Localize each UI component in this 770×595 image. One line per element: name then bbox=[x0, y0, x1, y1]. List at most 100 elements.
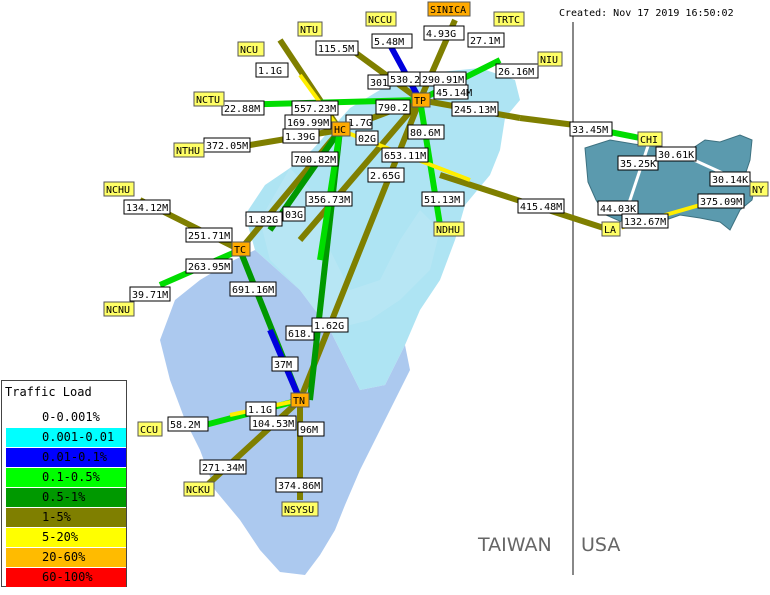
node-tp[interactable]: TP bbox=[411, 92, 431, 108]
node-ncnu[interactable]: NCNU bbox=[103, 301, 135, 317]
link-label[interactable]: 5.48M bbox=[371, 33, 413, 49]
svg-text:NCTU: NCTU bbox=[196, 95, 220, 106]
link-label[interactable]: 2.65G bbox=[367, 167, 405, 183]
svg-text:375.09M: 375.09M bbox=[700, 197, 742, 208]
link-label[interactable]: 51.13M bbox=[421, 191, 465, 207]
link-label[interactable]: 132.67M bbox=[621, 213, 669, 229]
link-label[interactable]: 301 bbox=[367, 74, 391, 90]
link-label[interactable]: 700.82M bbox=[291, 151, 339, 167]
legend-range-label: 5-20% bbox=[42, 530, 79, 544]
node-tn[interactable]: TN bbox=[290, 392, 310, 408]
link-label[interactable]: 271.34M bbox=[199, 459, 247, 475]
node-ccu[interactable]: CCU bbox=[137, 421, 163, 437]
svg-text:80.6M: 80.6M bbox=[410, 128, 440, 139]
legend-swatch bbox=[6, 428, 126, 447]
link-label[interactable]: 22.88M bbox=[221, 100, 265, 116]
link-label[interactable]: 30.14K bbox=[709, 171, 751, 187]
link-label[interactable]: 104.53M bbox=[249, 415, 297, 431]
link-label[interactable]: 134.12M bbox=[123, 199, 171, 215]
link-label[interactable]: 1.62G bbox=[311, 317, 349, 333]
svg-text:CCU: CCU bbox=[140, 425, 158, 436]
link-label[interactable]: 1.1G bbox=[255, 62, 289, 78]
node-ntu[interactable]: NTU bbox=[297, 21, 323, 37]
node-nccu[interactable]: NCCU bbox=[365, 11, 397, 27]
svg-text:22.88M: 22.88M bbox=[224, 104, 260, 115]
svg-text:271.34M: 271.34M bbox=[202, 463, 244, 474]
node-trtc[interactable]: TRTC bbox=[493, 11, 525, 27]
node-ncku[interactable]: NCKU bbox=[183, 481, 215, 497]
node-nsysu[interactable]: NSYSU bbox=[281, 501, 319, 517]
link-label[interactable]: 169.99M bbox=[284, 114, 332, 130]
svg-text:NTHU: NTHU bbox=[176, 146, 200, 157]
link-label[interactable]: 372.05M bbox=[203, 137, 251, 153]
node-chi[interactable]: CHI bbox=[637, 131, 663, 147]
node-tc[interactable]: TC bbox=[231, 241, 251, 257]
svg-text:44.03K: 44.03K bbox=[600, 204, 636, 215]
link-label[interactable]: 39.71M bbox=[129, 286, 171, 302]
svg-text:CHI: CHI bbox=[640, 135, 658, 146]
link-label[interactable]: 1.39G bbox=[282, 128, 320, 144]
link-label[interactable]: 245.13M bbox=[451, 101, 499, 117]
node-ndhu[interactable]: NDHU bbox=[433, 221, 465, 237]
link-label[interactable]: 290.91M bbox=[419, 71, 467, 87]
node-la[interactable]: LA bbox=[601, 221, 621, 237]
link-label[interactable]: 115.5M bbox=[315, 40, 359, 56]
svg-text:NCU: NCU bbox=[240, 45, 258, 56]
link-label[interactable]: 251.71M bbox=[185, 227, 233, 243]
link-label[interactable]: 263.95M bbox=[185, 258, 233, 274]
svg-text:169.99M: 169.99M bbox=[287, 118, 329, 129]
link-label[interactable]: 1.1G bbox=[245, 401, 277, 417]
link-label[interactable]: 33.45M bbox=[569, 121, 613, 137]
legend-row: 0.1-0.5% bbox=[4, 468, 126, 487]
link-label[interactable]: 96M bbox=[297, 421, 325, 437]
legend-range-label: 60-100% bbox=[42, 570, 93, 584]
node-nchu[interactable]: NCHU bbox=[103, 181, 135, 197]
link-label[interactable]: 415.48M bbox=[517, 198, 565, 214]
node-ny[interactable]: NY bbox=[749, 181, 769, 197]
link-label[interactable]: 530.2 bbox=[387, 71, 423, 87]
link-label[interactable]: 30.61K bbox=[655, 146, 697, 162]
link-label[interactable]: 1.7G bbox=[345, 114, 373, 130]
link-labels: 115.5M 5.48M 4.93G 27.1M 26.16M 1.1G 22.… bbox=[123, 25, 751, 493]
link-label[interactable]: 691.16M bbox=[229, 281, 277, 297]
node-sinica[interactable]: SINICA bbox=[427, 1, 471, 17]
svg-text:372.05M: 372.05M bbox=[206, 141, 248, 152]
link-label[interactable]: 02G bbox=[355, 130, 379, 146]
link-label[interactable]: 27.1M bbox=[467, 32, 505, 48]
link-label[interactable]: 653.11M bbox=[381, 147, 429, 163]
node-hc[interactable]: HC bbox=[331, 121, 351, 137]
link-label[interactable]: 26.16M bbox=[495, 63, 539, 79]
svg-text:TP: TP bbox=[414, 96, 426, 107]
link-label[interactable]: 44.03K bbox=[597, 200, 639, 216]
legend-range-label: 0.1-0.5% bbox=[42, 470, 100, 484]
link-label[interactable]: 618. bbox=[285, 325, 315, 341]
link-label[interactable]: 375.09M bbox=[697, 193, 745, 209]
link-label[interactable]: 37M bbox=[271, 356, 299, 372]
svg-text:1.82G: 1.82G bbox=[248, 215, 278, 226]
node-nthu[interactable]: NTHU bbox=[173, 142, 205, 158]
link-label[interactable]: 45.14M bbox=[433, 84, 472, 100]
svg-text:251.71M: 251.71M bbox=[188, 231, 230, 242]
legend-row: 60-100% bbox=[4, 568, 126, 587]
svg-text:5.48M: 5.48M bbox=[374, 37, 404, 48]
legend-row: 0.001-0.01 bbox=[4, 428, 126, 447]
link-label[interactable]: 374.86M bbox=[275, 477, 323, 493]
node-ncu[interactable]: NCU bbox=[237, 41, 265, 57]
svg-text:1.1G: 1.1G bbox=[248, 405, 272, 416]
link-label[interactable]: 790.2 bbox=[375, 99, 411, 115]
link-label[interactable]: 4.93G bbox=[423, 25, 465, 41]
legend-range-label: 0-0.001% bbox=[42, 410, 100, 424]
node-nctu[interactable]: NCTU bbox=[193, 91, 225, 107]
node-niu[interactable]: NIU bbox=[537, 51, 563, 67]
link-label[interactable]: 356.73M bbox=[305, 191, 353, 207]
svg-text:26.16M: 26.16M bbox=[498, 67, 534, 78]
svg-text:02G: 02G bbox=[358, 134, 376, 145]
link-label[interactable]: 03G bbox=[282, 206, 306, 222]
svg-text:TN: TN bbox=[293, 396, 305, 407]
link-label[interactable]: 80.6M bbox=[407, 124, 445, 140]
legend-range-label: 20-60% bbox=[42, 550, 86, 564]
link-label[interactable]: 1.82G bbox=[245, 211, 283, 227]
link-label[interactable]: 35.25K bbox=[617, 155, 659, 171]
link-label[interactable]: 557.23M bbox=[291, 100, 339, 116]
link-label[interactable]: 58.2M bbox=[167, 416, 209, 432]
